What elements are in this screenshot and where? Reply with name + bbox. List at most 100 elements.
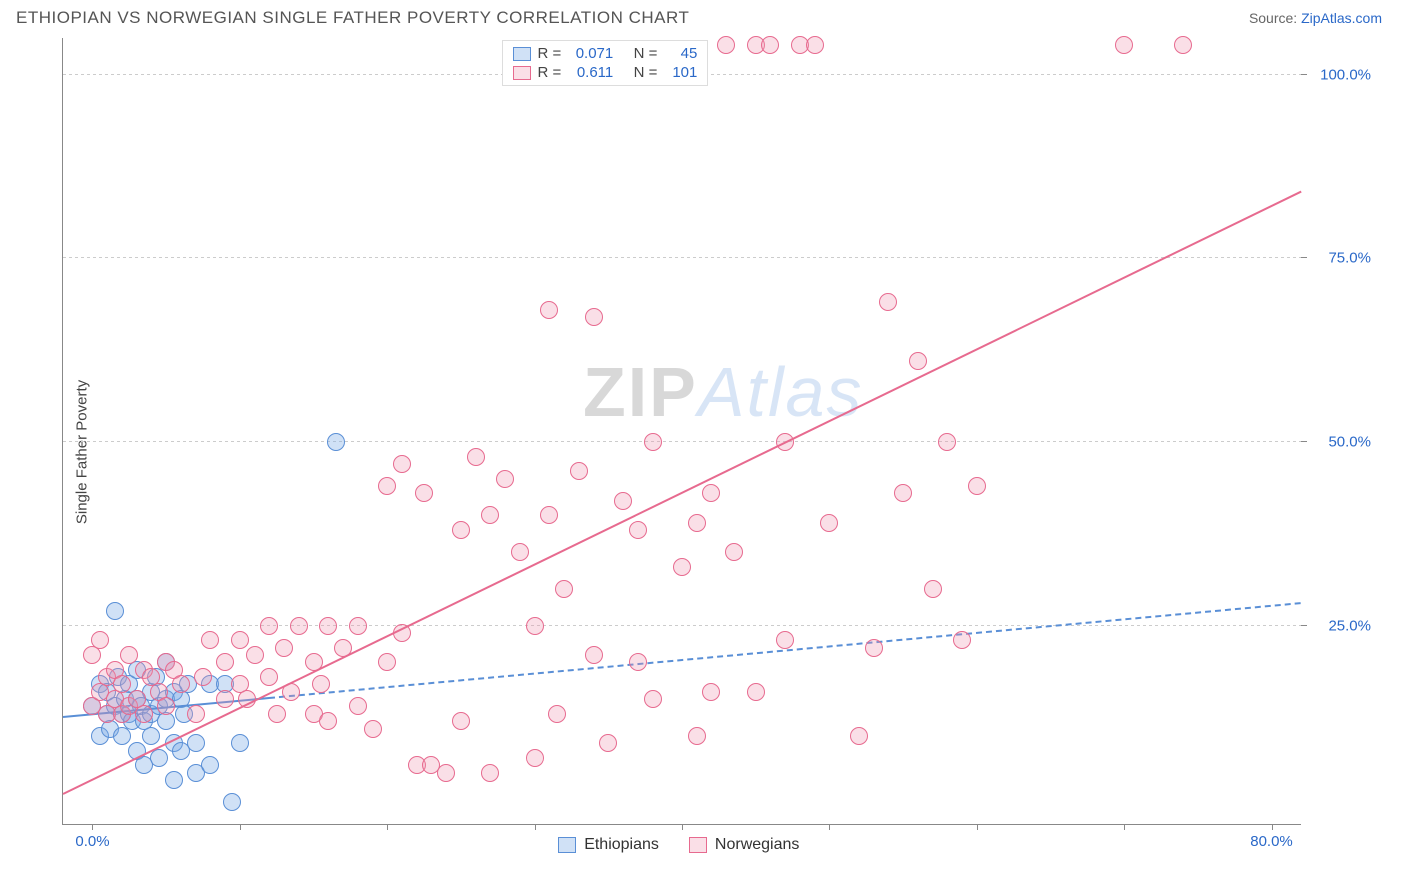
scatter-point	[194, 668, 212, 686]
scatter-point	[938, 433, 956, 451]
legend-swatch	[513, 66, 531, 80]
scatter-point	[223, 793, 241, 811]
source-label: Source:	[1249, 10, 1297, 26]
scatter-point	[540, 301, 558, 319]
scatter-point	[268, 705, 286, 723]
x-tick-mark	[1124, 824, 1125, 830]
legend-series-name: Norwegians	[715, 836, 799, 854]
scatter-point	[702, 683, 720, 701]
scatter-point	[437, 764, 455, 782]
scatter-point	[894, 484, 912, 502]
scatter-point	[924, 580, 942, 598]
scatter-point	[319, 617, 337, 635]
scatter-point	[260, 617, 278, 635]
scatter-point	[481, 506, 499, 524]
x-tick-mark	[535, 824, 536, 830]
scatter-point	[585, 308, 603, 326]
x-tick-mark	[977, 824, 978, 830]
scatter-point	[106, 602, 124, 620]
scatter-point	[150, 749, 168, 767]
x-tick-mark	[387, 824, 388, 830]
scatter-point	[909, 352, 927, 370]
x-tick-label: 0.0%	[75, 833, 109, 850]
scatter-point	[747, 683, 765, 701]
scatter-point	[511, 543, 529, 561]
legend-item: Norwegians	[689, 836, 799, 854]
scatter-point	[1115, 36, 1133, 54]
scatter-point	[201, 756, 219, 774]
scatter-point	[312, 675, 330, 693]
scatter-point	[275, 639, 293, 657]
x-tick-label: 80.0%	[1250, 833, 1293, 850]
scatter-point	[172, 675, 190, 693]
legend-r-value: 0.611	[567, 64, 613, 81]
source-link[interactable]: ZipAtlas.com	[1301, 10, 1382, 26]
scatter-point	[452, 521, 470, 539]
y-tick-label: 50.0%	[1311, 434, 1371, 451]
scatter-point	[1174, 36, 1192, 54]
scatter-point	[806, 36, 824, 54]
legend-n-value: 45	[663, 45, 697, 62]
scatter-point	[91, 631, 109, 649]
legend-r-label: R =	[537, 45, 561, 62]
scatter-point	[378, 653, 396, 671]
scatter-point	[555, 580, 573, 598]
y-tick-mark	[1301, 74, 1307, 75]
scatter-point	[364, 720, 382, 738]
scatter-point	[327, 433, 345, 451]
scatter-point	[319, 712, 337, 730]
scatter-point	[879, 293, 897, 311]
legend-n-value: 101	[663, 64, 697, 81]
scatter-point	[629, 521, 647, 539]
scatter-point	[644, 690, 662, 708]
scatter-point	[629, 653, 647, 671]
legend-n-label: N =	[634, 64, 658, 81]
scatter-point	[644, 433, 662, 451]
trend-line	[63, 190, 1302, 794]
gridline-horizontal	[63, 441, 1301, 442]
scatter-point	[526, 749, 544, 767]
x-tick-mark	[829, 824, 830, 830]
scatter-point	[452, 712, 470, 730]
scatter-point	[481, 764, 499, 782]
y-tick-label: 100.0%	[1311, 66, 1371, 83]
scatter-point	[216, 653, 234, 671]
scatter-point	[467, 448, 485, 466]
y-tick-mark	[1301, 625, 1307, 626]
scatter-point	[135, 705, 153, 723]
y-tick-label: 75.0%	[1311, 250, 1371, 267]
scatter-point	[673, 558, 691, 576]
scatter-point	[776, 631, 794, 649]
scatter-point	[157, 697, 175, 715]
legend-swatch	[558, 837, 576, 853]
legend-series-name: Ethiopians	[584, 836, 659, 854]
gridline-horizontal	[63, 625, 1301, 626]
legend-swatch	[513, 47, 531, 61]
scatter-point	[540, 506, 558, 524]
source-attribution: Source: ZipAtlas.com	[1249, 10, 1382, 26]
watermark: ZIPAtlas	[583, 352, 864, 432]
x-tick-mark	[240, 824, 241, 830]
scatter-point	[548, 705, 566, 723]
scatter-point	[142, 727, 160, 745]
legend-r-value: 0.071	[567, 45, 613, 62]
scatter-point	[865, 639, 883, 657]
scatter-point	[165, 771, 183, 789]
scatter-point	[290, 617, 308, 635]
scatter-point	[761, 36, 779, 54]
scatter-point	[187, 734, 205, 752]
legend-row: R =0.071 N =45	[513, 45, 697, 62]
scatter-point	[496, 470, 514, 488]
scatter-point	[570, 462, 588, 480]
scatter-point	[349, 617, 367, 635]
chart-title: ETHIOPIAN VS NORWEGIAN SINGLE FATHER POV…	[16, 8, 689, 28]
legend-row: R =0.611 N =101	[513, 64, 697, 81]
chart-container: Single Father Poverty 25.0%50.0%75.0%100…	[16, 32, 1390, 872]
scatter-point	[216, 690, 234, 708]
scatter-point	[599, 734, 617, 752]
x-tick-mark	[92, 824, 93, 830]
scatter-point	[585, 646, 603, 664]
scatter-point	[201, 631, 219, 649]
scatter-point	[349, 697, 367, 715]
scatter-point	[688, 727, 706, 745]
